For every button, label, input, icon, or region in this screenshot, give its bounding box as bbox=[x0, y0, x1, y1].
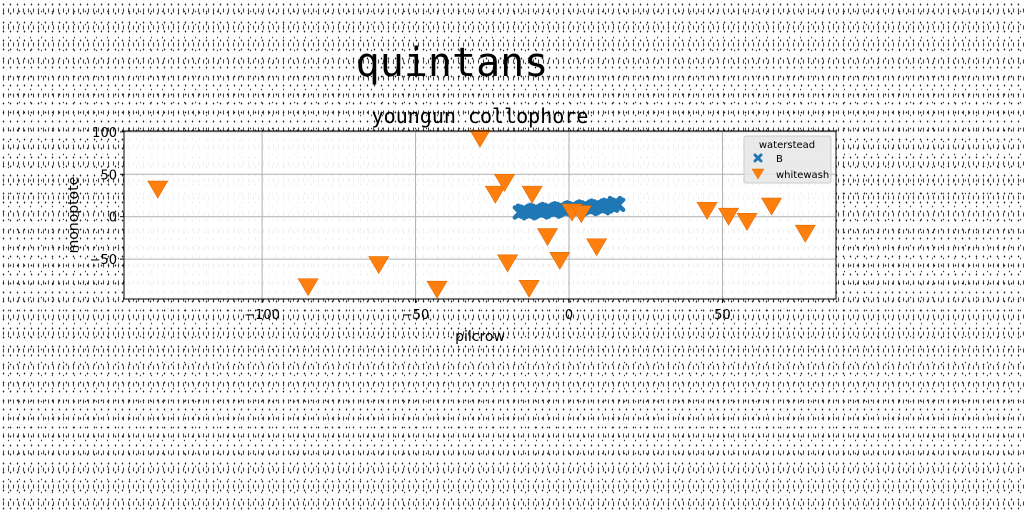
data-point-whitewash bbox=[761, 197, 783, 216]
data-point-b bbox=[534, 205, 549, 220]
legend-label-whitewash: whitewash bbox=[776, 170, 829, 181]
data-point-whitewash bbox=[297, 278, 319, 297]
data-series bbox=[147, 129, 816, 299]
data-point-b bbox=[607, 195, 623, 211]
data-point-whitewash bbox=[570, 205, 592, 224]
x-tick-label: 0 bbox=[565, 308, 573, 323]
data-point-b bbox=[546, 204, 561, 219]
axis-ticks: −100 −50 0 50 −50 0 50 100 bbox=[90, 126, 731, 323]
figure-title: quintans bbox=[356, 40, 549, 86]
data-point-whitewash bbox=[518, 280, 540, 298]
data-point-whitewash bbox=[147, 180, 169, 199]
plot-frame bbox=[123, 130, 837, 300]
data-point-whitewash bbox=[484, 185, 506, 204]
data-point-whitewash bbox=[696, 201, 718, 220]
data-point-whitewash bbox=[736, 212, 758, 231]
x-tick-label: −100 bbox=[244, 308, 280, 323]
y-tick-label: −50 bbox=[90, 253, 117, 268]
data-point-whitewash bbox=[586, 238, 608, 257]
data-point-whitewash bbox=[497, 254, 519, 273]
data-point-whitewash bbox=[426, 280, 448, 299]
x-tick-label: −50 bbox=[402, 308, 429, 323]
x-tick-label: 50 bbox=[714, 308, 731, 323]
y-tick-label: 50 bbox=[100, 168, 117, 183]
y-tick-label: 0 bbox=[109, 211, 117, 226]
plot-area-background bbox=[124, 131, 836, 299]
legend-title: waterstead bbox=[759, 140, 815, 151]
data-point-whitewash bbox=[469, 129, 491, 148]
chart-title: youngun collophore bbox=[372, 104, 589, 128]
legend-marker-b-icon bbox=[753, 153, 763, 163]
data-point-b bbox=[595, 200, 611, 216]
legend-label-b: B bbox=[776, 154, 783, 165]
legend: waterstead B whitewash bbox=[743, 135, 832, 184]
data-point-whitewash bbox=[794, 224, 816, 243]
series-b bbox=[512, 195, 626, 221]
x-axis-label: pilcrow bbox=[455, 329, 505, 345]
series-whitewash bbox=[147, 129, 816, 299]
data-point-whitewash bbox=[368, 256, 390, 275]
legend-box bbox=[743, 135, 832, 184]
data-point-whitewash bbox=[536, 228, 559, 247]
data-point-whitewash bbox=[549, 252, 571, 270]
y-axis-label: monoptote bbox=[66, 177, 82, 254]
y-tick-label: 100 bbox=[92, 126, 117, 141]
data-point-whitewash bbox=[521, 185, 543, 204]
data-point-whitewash bbox=[494, 173, 516, 192]
data-point-b bbox=[521, 206, 537, 221]
legend-marker-whitewash-icon bbox=[751, 168, 765, 180]
data-point-whitewash bbox=[718, 207, 740, 226]
